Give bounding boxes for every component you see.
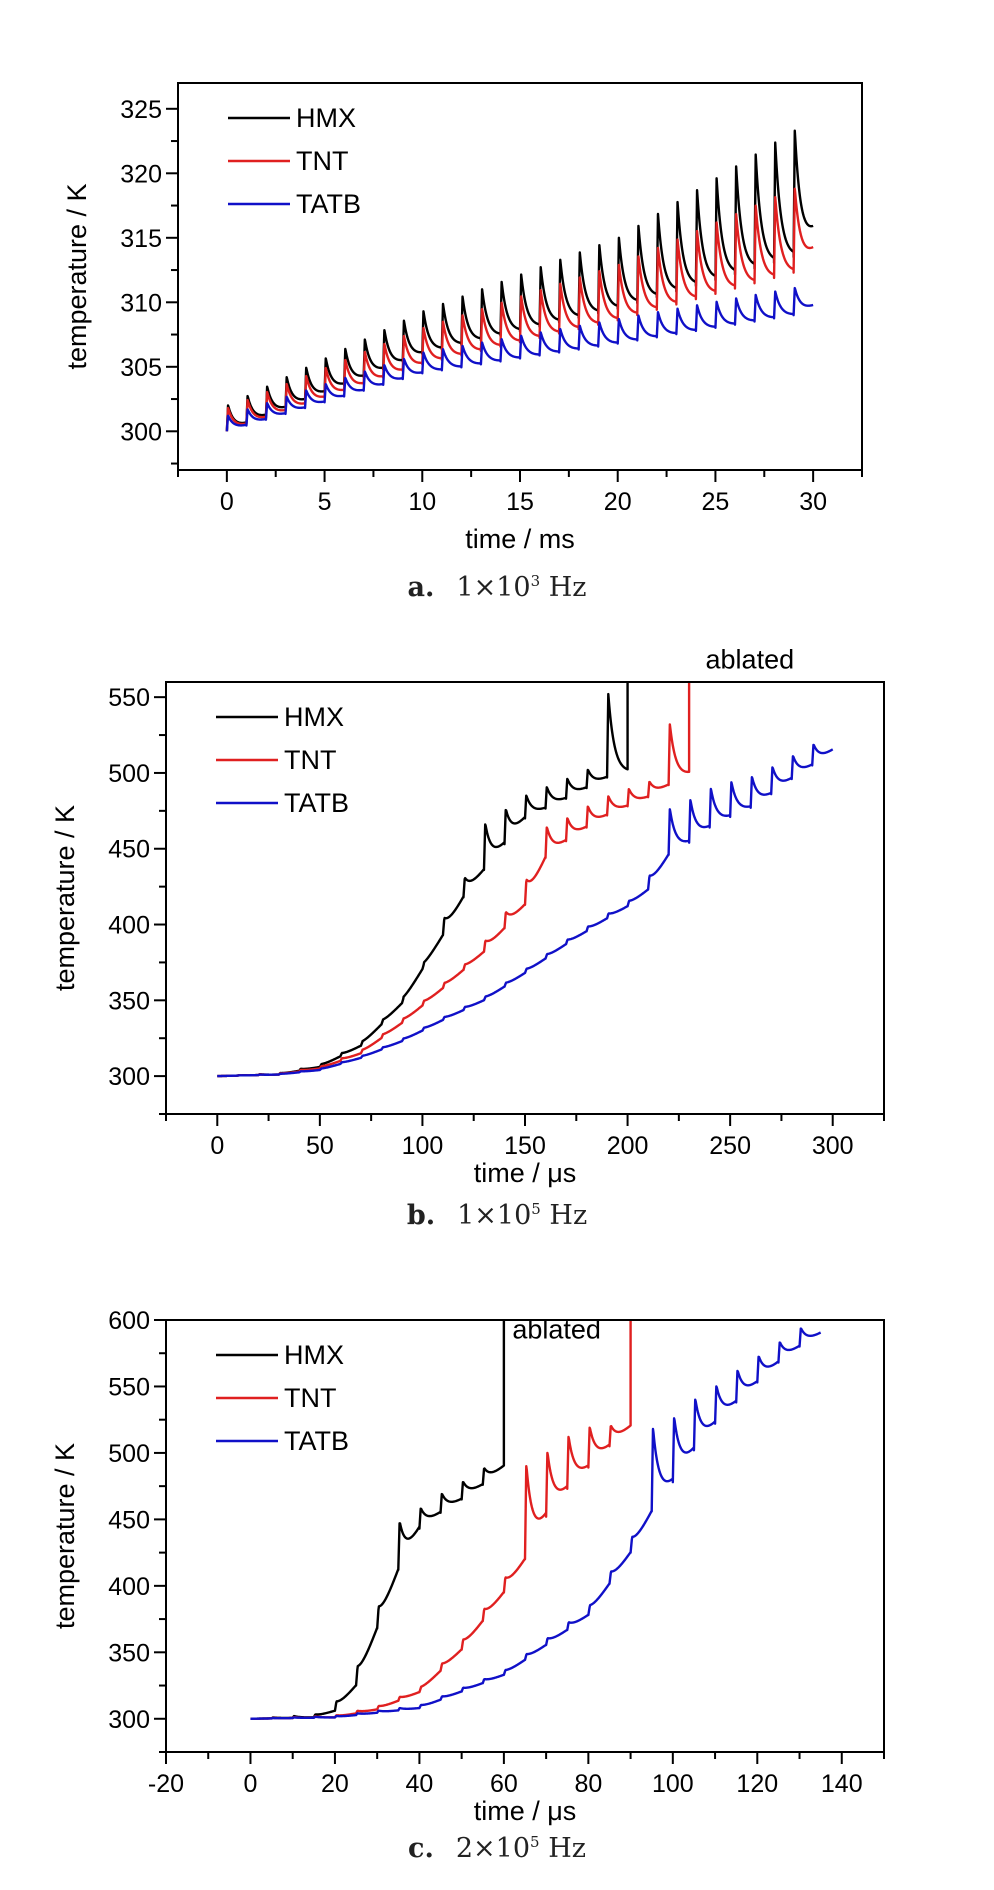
- y-axis-label: temperature / K: [50, 1443, 80, 1629]
- y-tick-label: 300: [108, 1706, 150, 1734]
- y-tick-label: 300: [120, 418, 162, 446]
- x-tick-label: 80: [574, 1770, 602, 1798]
- caption-b-unit: Hz: [549, 1200, 588, 1231]
- y-tick-label: 320: [120, 160, 162, 188]
- caption-a-exp: 3: [530, 572, 541, 590]
- x-tick-label: 20: [604, 488, 632, 516]
- legend-label-tnt: TNT: [296, 146, 348, 176]
- y-tick-label: 300: [108, 1063, 150, 1091]
- y-tick-label: 500: [108, 1440, 150, 1468]
- x-axis-label: time / μs: [474, 1796, 577, 1826]
- legend: HMX TNT TATB: [228, 103, 361, 219]
- legend-label-tatb: TATB: [284, 1426, 349, 1456]
- y-tick-label: 500: [108, 760, 150, 788]
- caption-a-label: a.: [407, 572, 435, 603]
- y-tick-label: 400: [108, 1573, 150, 1601]
- ablated-annotation: ablated: [512, 1314, 601, 1344]
- series-group-b: [217, 682, 834, 1078]
- x-tick-label: 120: [736, 1770, 778, 1798]
- caption-c-exp: 5: [530, 1833, 540, 1851]
- series-line-tatb: [225, 286, 814, 432]
- x-tick-label: 60: [490, 1770, 518, 1798]
- caption-b-base: 1×10: [457, 1200, 532, 1231]
- y-tick-label: 350: [108, 987, 150, 1015]
- y-tick-label: 305: [120, 354, 162, 382]
- caption-b: b. 1×105 Hz: [0, 1200, 994, 1231]
- caption-a: a. 1×103 Hz: [0, 572, 994, 603]
- y-tick-label: 550: [108, 1373, 150, 1401]
- legend-label-hmx: HMX: [296, 103, 356, 133]
- x-tick-label: 30: [799, 488, 827, 516]
- x-tick-label: 40: [406, 1770, 434, 1798]
- y-tick-label: 325: [120, 96, 162, 124]
- x-axis-label: time / μs: [474, 1158, 577, 1188]
- caption-c-label: c.: [408, 1833, 434, 1864]
- legend-label-tatb: TATB: [284, 788, 349, 818]
- x-tick-label: 0: [210, 1132, 224, 1160]
- legend-label-tnt: TNT: [284, 1383, 336, 1413]
- x-tick-label: 10: [408, 488, 436, 516]
- caption-c-unit: Hz: [548, 1833, 586, 1864]
- x-tick-label: 300: [812, 1132, 854, 1160]
- y-tick-label: 315: [120, 225, 162, 253]
- chart-b: 0 50 100 150 200 250 300 300 350 400 450 500 550 time…: [50, 644, 885, 1188]
- y-axis-label: temperature / K: [50, 805, 80, 991]
- caption-a-unit: Hz: [548, 572, 587, 603]
- legend-label-hmx: HMX: [284, 1340, 344, 1370]
- legend: HMX TNT TATB: [216, 1340, 349, 1456]
- x-tick-label: 100: [652, 1770, 694, 1798]
- series-line-tatb: [217, 743, 834, 1078]
- caption-c: c. 2×105 Hz: [0, 1833, 994, 1864]
- series-line-hmx: [217, 682, 629, 1078]
- y-tick-label: 600: [108, 1307, 150, 1335]
- x-tick-label: 25: [702, 488, 730, 516]
- chart-c: -20 0 20 40 60 80 100 120 140 300 350 400 450 500 550 6…: [50, 1307, 885, 1826]
- plot-frame: [165, 1319, 885, 1753]
- y-tick-label: 450: [108, 836, 150, 864]
- chart-a: 0 5 10 15 20 25 30 300 305 310 315 320 325 time / ms t…: [62, 82, 863, 554]
- legend-label-hmx: HMX: [284, 702, 344, 732]
- x-tick-label: 250: [709, 1132, 751, 1160]
- x-tick-label: 50: [306, 1132, 334, 1160]
- x-tick-label: 5: [318, 488, 332, 516]
- x-tick-label: 200: [607, 1132, 649, 1160]
- series-group-c: [250, 1320, 822, 1720]
- y-tick-label: 450: [108, 1506, 150, 1534]
- y-tick-label: 400: [108, 912, 150, 940]
- y-axis-label: temperature / K: [62, 183, 92, 369]
- series-group-a: [225, 129, 814, 432]
- y-tick-label: 550: [108, 684, 150, 712]
- ablated-annotation: ablated: [706, 644, 795, 674]
- caption-c-base: 2×10: [455, 1833, 531, 1864]
- x-tick-label: 0: [220, 488, 234, 516]
- x-tick-label: 100: [402, 1132, 444, 1160]
- x-tick-label: 150: [504, 1132, 546, 1160]
- x-tick-label: 0: [244, 1770, 258, 1798]
- x-tick-label: 140: [821, 1770, 863, 1798]
- legend-label-tatb: TATB: [296, 189, 361, 219]
- series-line-tnt: [225, 187, 814, 432]
- y-tick-label: 310: [120, 289, 162, 317]
- caption-b-label: b.: [406, 1200, 436, 1231]
- x-tick-label: -20: [148, 1770, 184, 1798]
- caption-a-base: 1×10: [456, 572, 531, 603]
- x-axis-label: time / ms: [465, 524, 575, 554]
- y-tick-label: 350: [108, 1639, 150, 1667]
- caption-b-exp: 5: [531, 1200, 541, 1218]
- x-tick-label: 20: [321, 1770, 349, 1798]
- legend: HMX TNT TATB: [216, 702, 349, 818]
- legend-label-tnt: TNT: [284, 745, 336, 775]
- x-tick-label: 15: [506, 488, 534, 516]
- series-line-tatb: [250, 1327, 822, 1720]
